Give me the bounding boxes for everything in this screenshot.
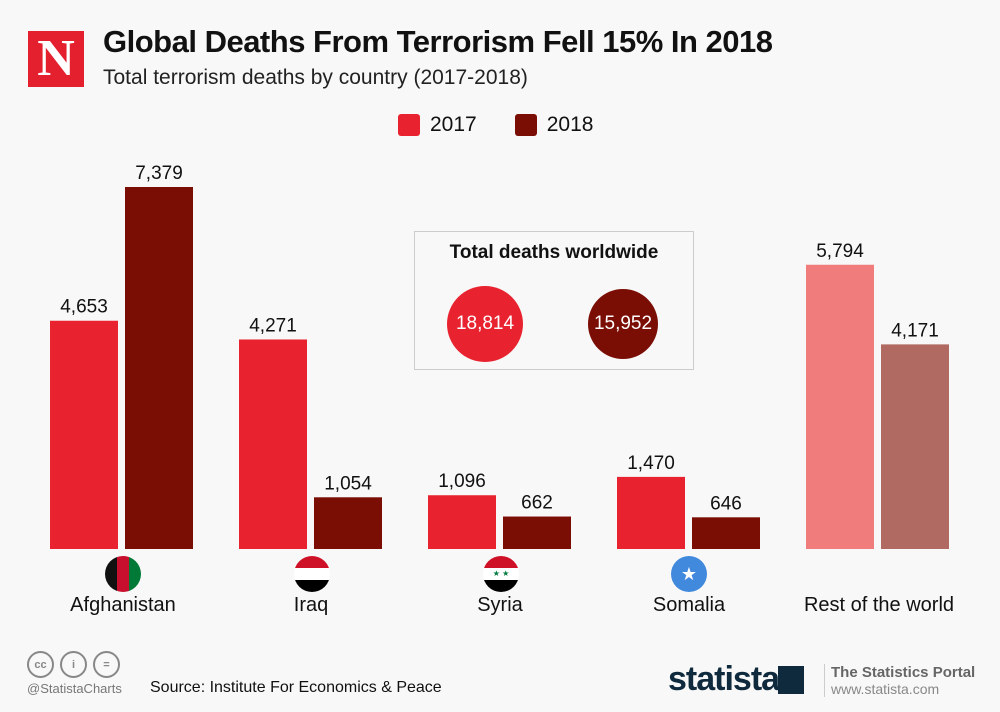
bar-2018-rest-of-the-world [881,344,949,549]
attribution-icon: i [60,651,87,678]
category-label-somalia: Somalia [652,594,726,616]
total-deaths-box: Total deaths worldwide 18,814 15,952 [414,231,694,370]
bar-2018-somalia [692,517,760,549]
category-label-rest-of-world: Rest of the world [803,594,955,616]
data-label-2018-somalia: 646 [710,493,742,514]
statista-handle: @StatistaCharts [27,681,122,696]
legend-item-2018: 2018 [514,113,593,137]
bar-2018-iraq [314,497,382,549]
bar-2017-somalia [617,476,685,549]
statista-logo: statista [668,660,780,698]
category-label-afghanistan: Afghanistan [70,594,176,616]
legend-swatch-2017 [398,114,420,136]
cc-icon: cc [27,651,54,678]
chart-subtitle: Total terrorism deaths by country (2017-… [103,66,528,89]
iraq-flag-icon [294,556,330,592]
bar-2017-rest-of-the-world [806,264,874,549]
total-2018-circle: 15,952 [588,289,658,359]
total-2017-circle: 18,814 [447,286,523,362]
data-label-2017-afghanistan: 4,653 [60,297,108,318]
afghanistan-flag-icon [105,556,141,592]
legend-item-2017: 2017 [398,113,477,137]
somalia-flag-icon: ★ [671,556,707,592]
data-label-2017-rest-of-the-world: 5,794 [816,241,864,262]
statistics-portal: The Statistics Portal www.statista.com [824,664,975,697]
bar-2018-afghanistan [125,187,193,549]
data-label-2017-somalia: 1,470 [627,453,675,474]
bar-2017-iraq [239,339,307,549]
data-label-2017-syria: 1,096 [438,471,486,492]
bar-2018-syria [503,516,571,549]
bar-2017-afghanistan [50,320,118,549]
data-label-2018-afghanistan: 7,379 [135,163,183,184]
category-label-syria: Syria [477,594,523,616]
newsweek-logo: N [28,31,84,87]
legend-swatch-2018 [514,114,537,136]
bar-2017-syria [428,495,496,549]
data-label-2018-iraq: 1,054 [324,473,372,494]
no-derivatives-icon: = [93,651,120,678]
statista-logo-icon [778,666,804,694]
data-label-2017-iraq: 4,271 [249,315,297,336]
legend: 2017 2018 [398,113,631,137]
total-deaths-title: Total deaths worldwide [449,242,659,263]
chart-title: Global Deaths From Terrorism Fell 15% In… [103,24,773,59]
syria-flag-icon: ★ ★ [483,556,519,592]
data-label-2018-syria: 662 [521,493,553,514]
category-label-iraq: Iraq [293,594,329,616]
data-label-2018-rest-of-the-world: 4,171 [891,320,939,341]
license-icons: cc i = [27,651,120,678]
source-text: Source: Institute For Economics & Peace [150,679,442,696]
